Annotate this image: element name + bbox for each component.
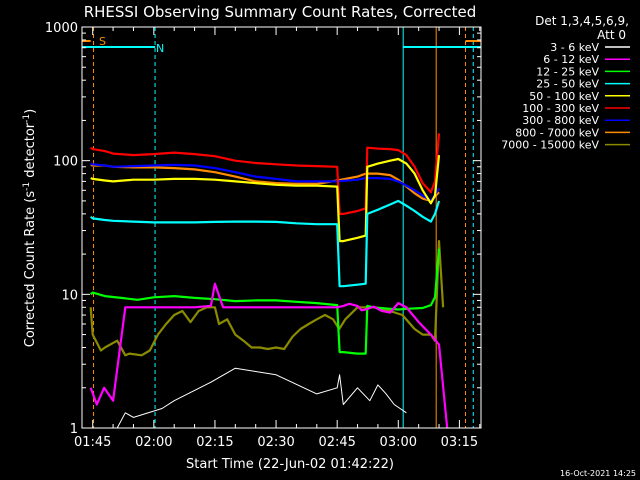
attenuator-state-label: S <box>99 35 106 48</box>
x-tick-label-5: 03:00 <box>380 435 417 450</box>
y-tick-label-3: 1000 <box>45 21 78 36</box>
x-tick-label-0: 01:45 <box>74 435 111 450</box>
y-axis-label-end: ) <box>23 109 38 114</box>
legend-label-3: 25 - 50 keV <box>536 78 599 91</box>
chart-title: RHESSI Observing Summary Count Rates, Co… <box>84 3 477 21</box>
series-line-2 <box>89 248 441 355</box>
legend-header-detectors: Det 1,3,4,5,6,9, <box>535 14 629 28</box>
x-tick-label-6: 03:15 <box>441 435 478 450</box>
series-line-5 <box>90 133 441 215</box>
generation-timestamp: 16-Oct-2021 14:25 <box>560 469 636 478</box>
x-tick-label-1: 02:00 <box>135 435 172 450</box>
x-tick-label-3: 02:30 <box>257 435 294 450</box>
legend-label-2: 12 - 25 keV <box>536 65 599 78</box>
series-line-6 <box>90 162 440 202</box>
y-axis-label-mid: detector <box>23 122 38 182</box>
series-line-4 <box>90 154 441 243</box>
y-tick-label-2: 100 <box>53 155 78 170</box>
plot-frame <box>81 26 482 429</box>
x-tick-label-4: 02:45 <box>318 435 355 450</box>
x-tick-label-2: 02:15 <box>196 435 233 450</box>
legend-label-6: 300 - 800 keV <box>522 114 599 127</box>
legend-header-attenuator: Att 0 <box>597 28 626 42</box>
series-line-3 <box>90 199 441 288</box>
y-tick-label-0: 1 <box>70 422 78 437</box>
y-axis-label: Corrected Count Rate (s-1 detector-1) <box>22 109 38 347</box>
legend-label-5: 100 - 300 keV <box>522 102 599 115</box>
y-axis-label-main: Corrected Count Rate (s <box>23 191 38 348</box>
legend-label-0: 3 - 6 keV <box>550 41 599 54</box>
series-line-1 <box>89 282 449 429</box>
y-tick-label-1: 10 <box>61 288 78 303</box>
y-axis: 1 10 100 1000 <box>45 21 481 437</box>
legend-label-7: 800 - 7000 keV <box>515 126 599 139</box>
x-axis-label: Start Time (22-Jun-02 01:42:22) <box>186 457 394 472</box>
series-layer <box>89 133 449 429</box>
y-axis-label-sup2: -1 <box>22 114 32 123</box>
series-line-0 <box>90 367 407 429</box>
observation-markers <box>82 27 481 428</box>
legend-label-1: 6 - 12 keV <box>543 53 599 66</box>
series-line-8 <box>89 240 445 357</box>
legend-label-4: 50 - 100 keV <box>529 90 599 103</box>
y-axis-label-sup1: -1 <box>22 182 32 191</box>
night-label: N <box>156 42 164 55</box>
legend-label-8: 7000 - 15000 keV <box>501 139 599 152</box>
x-axis: 01:45 02:00 02:15 02:30 02:45 03:00 03:15 <box>74 27 481 450</box>
